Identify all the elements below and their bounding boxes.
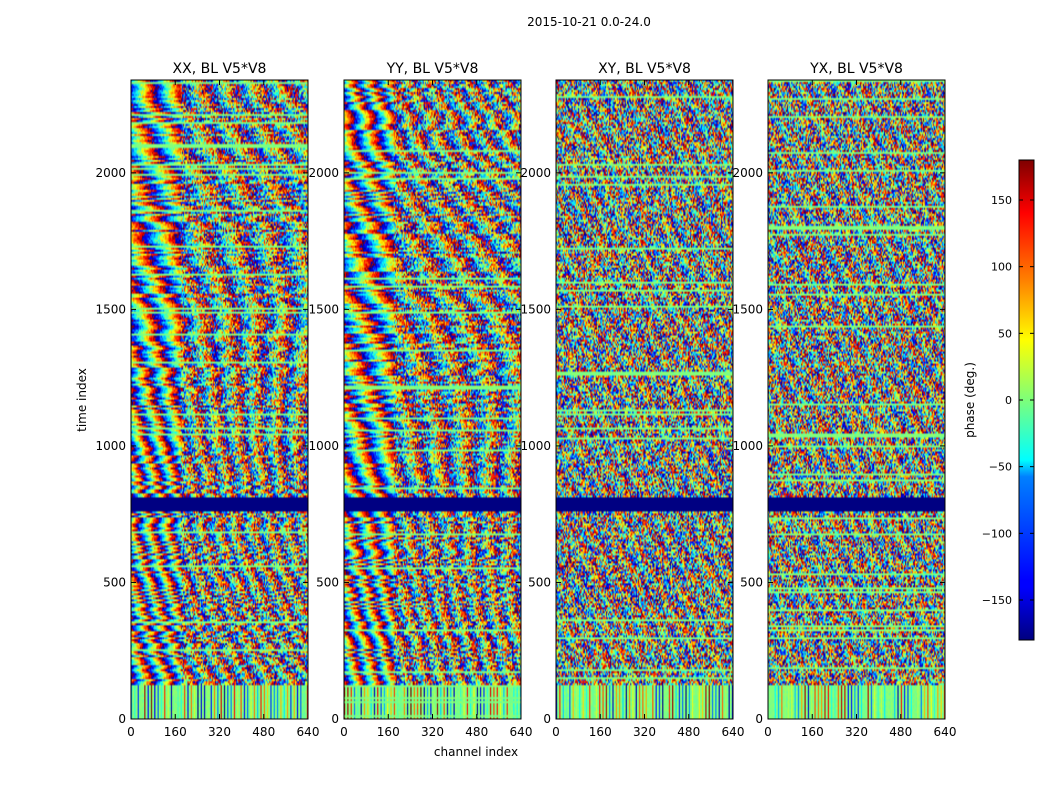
x-tick-label: 0 [764,725,772,739]
panel-xx: XX, BL V5*V8 0 160 320 480 640 0 500 1000 1500 200… [95,61,319,739]
y-tick-label: 1500 [732,302,763,316]
x-tick-label: 320 [421,725,444,739]
x-tick-label: 160 [801,725,824,739]
x-tick-label: 480 [889,725,912,739]
x-tick-label: 640 [934,725,957,739]
phase-heatmap-yx [768,80,945,719]
y-tick-label: 500 [528,575,551,589]
y-tick-label: 1000 [732,439,763,453]
x-axis-label: channel index [434,745,518,759]
colorbar-tick-label: 150 [991,194,1012,207]
y-tick-label: 1000 [308,439,339,453]
colorbar: 150 100 50 0 −50 −100 −150 phase (deg.) [963,159,1035,641]
y-tick-label: 2000 [308,166,339,180]
y-tick-label: 1500 [95,302,126,316]
colorbar-ticks: 150 100 50 0 −50 −100 −150 [982,194,1034,607]
panel-title: XY, BL V5*V8 [598,61,691,77]
x-tick-label: 160 [377,725,400,739]
y-tick-label: 0 [755,712,763,726]
x-tick-label: 480 [465,725,488,739]
y-tick-label: 1000 [520,439,551,453]
y-tick-label: 2000 [520,166,551,180]
panel-yx: YX, BL V5*V8 0 160 320 480 640 0 500 1000 1500 200… [732,61,956,739]
phase-heatmap-xy [556,80,733,719]
x-tick-label: 160 [164,725,187,739]
y-tick-label: 2000 [95,166,126,180]
y-tick-label: 500 [103,575,126,589]
y-tick-label: 500 [316,575,339,589]
y-tick-label: 500 [740,575,763,589]
panel-xy: XY, BL V5*V8 0 160 320 480 640 0 500 1000 1500 200… [520,61,744,739]
x-tick-label: 640 [297,725,320,739]
x-tick-label: 0 [552,725,560,739]
x-tick-label: 480 [252,725,275,739]
y-tick-label: 1000 [95,439,126,453]
y-tick-label: 1500 [520,302,551,316]
y-tick-label: 2000 [732,166,763,180]
x-tick-label: 320 [845,725,868,739]
phase-heatmap-yy [344,80,521,719]
panel-title: XX, BL V5*V8 [173,61,267,77]
colorbar-tick-label: −100 [982,527,1012,540]
x-tick-label: 0 [340,725,348,739]
y-tick-label: 1500 [308,302,339,316]
panels-group: XX, BL V5*V8 0 160 320 480 640 0 500 1000 1500 200… [95,61,956,739]
colorbar-label: phase (deg.) [963,362,977,438]
y-axis-label: time index [75,368,89,432]
y-tick-label: 0 [543,712,551,726]
colorbar-tick-label: 50 [998,327,1012,340]
panel-yy: YY, BL V5*V8 0 160 320 480 640 0 500 1000 1500 200… [308,61,532,739]
x-tick-label: 640 [722,725,745,739]
phase-heatmap-xx [131,80,308,719]
x-tick-label: 0 [127,725,135,739]
colorbar-tick-label: 0 [1005,394,1012,407]
panel-title: YY, BL V5*V8 [386,61,479,77]
y-tick-label: 0 [331,712,339,726]
x-tick-label: 320 [633,725,656,739]
y-tick-label: 0 [118,712,126,726]
colorbar-tick-label: −150 [982,594,1012,607]
x-tick-label: 320 [208,725,231,739]
x-tick-label: 160 [589,725,612,739]
colorbar-tick-label: 100 [991,261,1012,274]
colorbar-tick-label: −50 [989,461,1012,474]
panel-title: YX, BL V5*V8 [809,61,903,77]
x-tick-label: 480 [677,725,700,739]
figure-title: 2015-10-21 0.0-24.0 [527,15,651,29]
x-tick-label: 640 [510,725,533,739]
